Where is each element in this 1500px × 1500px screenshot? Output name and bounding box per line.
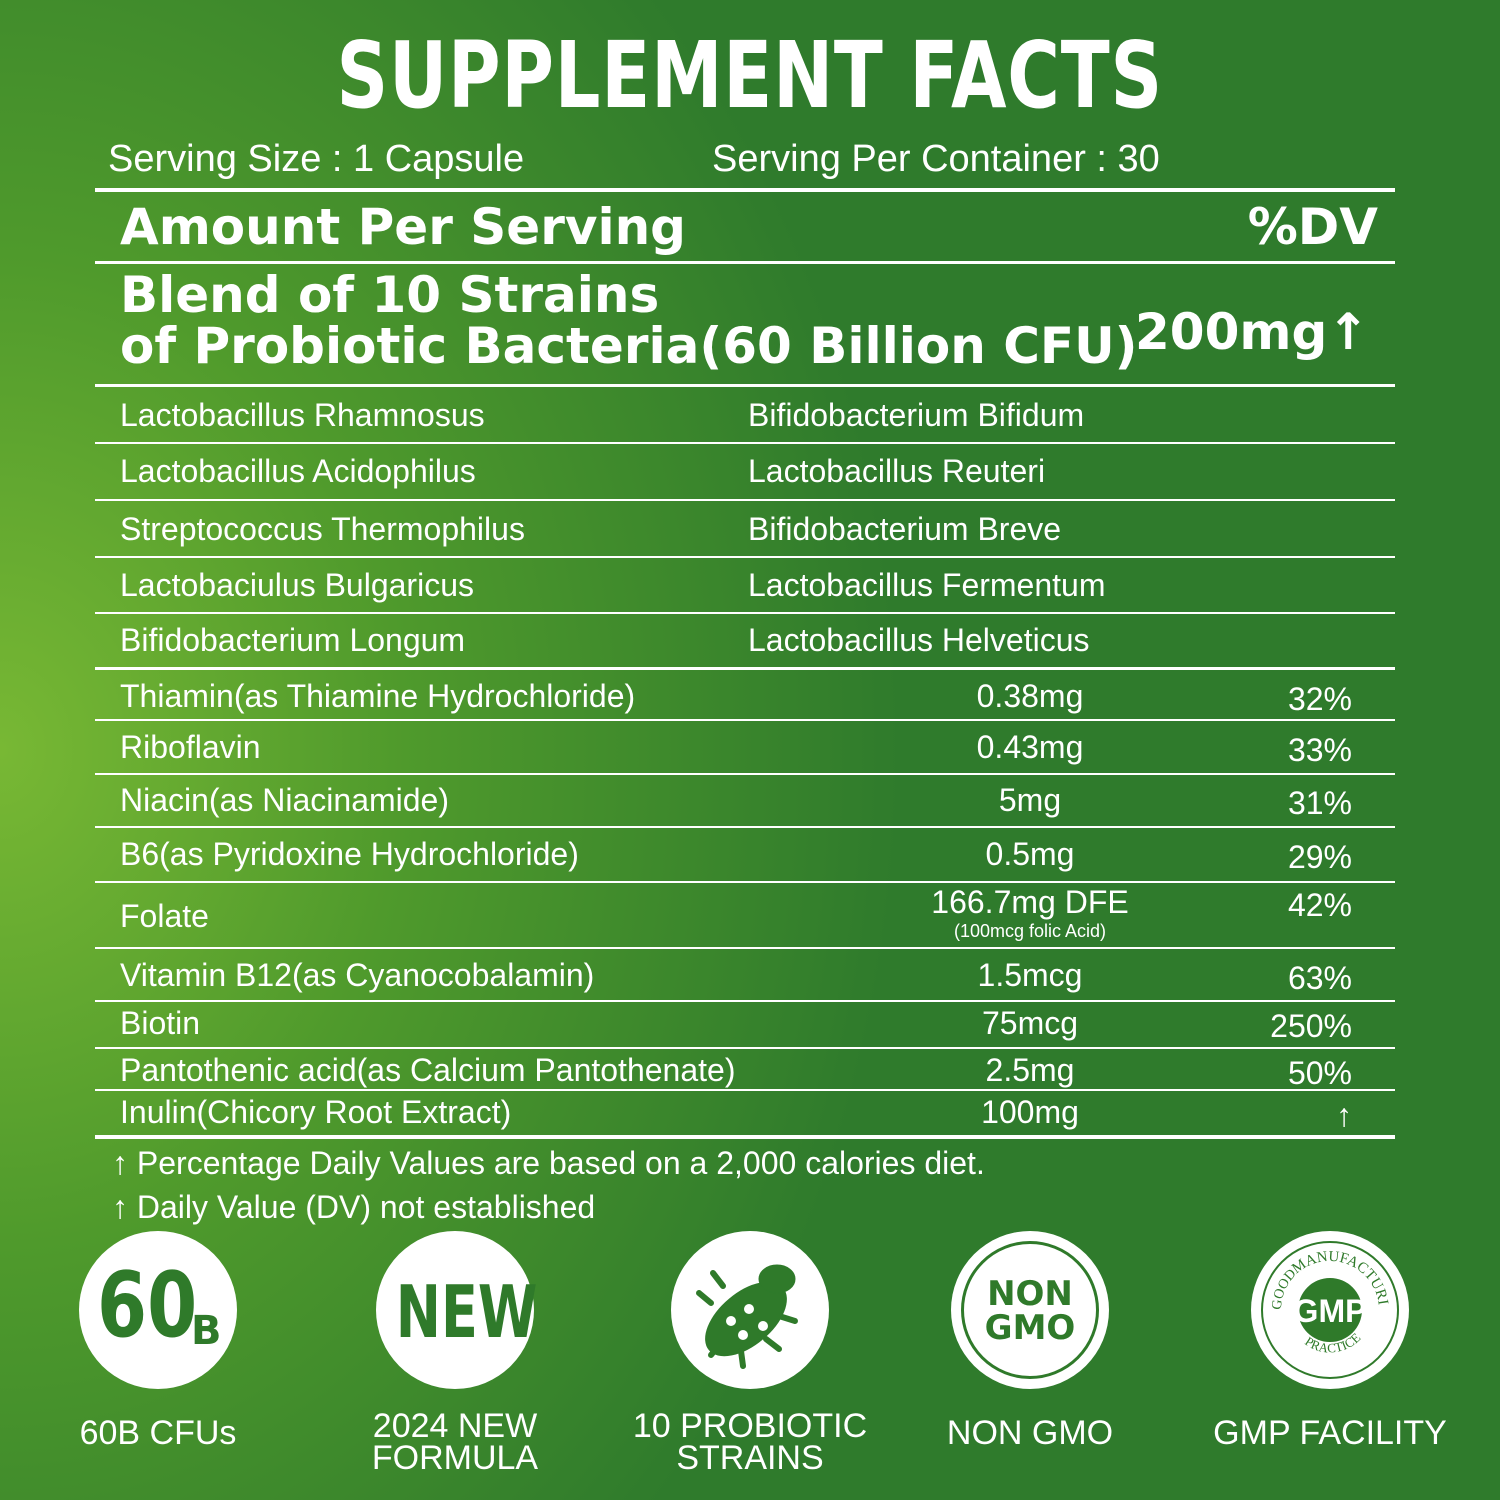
strain-name: Lactobacillus Acidophilus bbox=[120, 453, 476, 489]
gmp-seal: GOODMANUFACTURINGPRACTICEGMP bbox=[1246, 1219, 1399, 1379]
nutrient-amount: 1.5mcg bbox=[977, 957, 1083, 993]
badge-label: NON GMO bbox=[946, 1414, 1114, 1452]
servings-per-container: Serving Per Container : 30 bbox=[712, 138, 1160, 180]
badge-icon-text: GMP bbox=[1294, 1293, 1367, 1329]
footnote: ↑ Percentage Daily Values are based on a… bbox=[112, 1145, 985, 1181]
rule bbox=[95, 384, 1395, 387]
rule bbox=[95, 881, 1395, 883]
strain-name: Lactobacillus Fermentum bbox=[748, 567, 1106, 603]
strain-name: Lactobacillus Rhamnosus bbox=[120, 397, 485, 433]
rule bbox=[95, 826, 1395, 828]
badge-icon-text: NEW bbox=[395, 1270, 538, 1354]
rule bbox=[95, 773, 1395, 775]
nutrient-name: Biotin bbox=[120, 1005, 201, 1041]
rule bbox=[95, 188, 1395, 192]
badge-circle: GOODMANUFACTURINGPRACTICEGMP bbox=[1246, 1219, 1409, 1389]
strain-name: Lactobacillus Reuteri bbox=[748, 453, 1046, 489]
badge-label: GMP FACILITY bbox=[1213, 1414, 1447, 1452]
nutrient-dv: 29% bbox=[1287, 839, 1352, 875]
rule bbox=[95, 667, 1395, 670]
footnote: ↑ Daily Value (DV) not established bbox=[112, 1189, 596, 1225]
rule bbox=[95, 719, 1395, 721]
rule bbox=[95, 947, 1395, 949]
nutrient-name: Inulin(Chicory Root Extract) bbox=[120, 1094, 512, 1130]
rule bbox=[95, 612, 1395, 614]
badge-icon-text: 60 bbox=[97, 1253, 198, 1358]
rule bbox=[95, 1135, 1395, 1139]
badge-circle: NON GMO bbox=[951, 1231, 1109, 1389]
nutrient-amount: 75mcg bbox=[981, 1005, 1079, 1041]
badge-circle: 60 B bbox=[79, 1231, 237, 1389]
rule bbox=[95, 442, 1395, 444]
rule bbox=[95, 499, 1395, 501]
nutrient-dv: 63% bbox=[1287, 960, 1352, 996]
bacteria-icon bbox=[696, 1264, 798, 1369]
nutrient-name: Vitamin B12(as Cyanocobalamin) bbox=[120, 957, 595, 993]
badge-label: 60B CFUs bbox=[79, 1414, 237, 1452]
nutrient-amount: 5mg bbox=[998, 782, 1062, 818]
nutrient-note: (100mcg folic Acid) bbox=[953, 921, 1107, 941]
badge-label: 10 PROBIOTIC STRAINS bbox=[632, 1407, 868, 1477]
badge-label: 2024 NEW FORMULA bbox=[371, 1407, 539, 1477]
nutrient-amount: 0.43mg bbox=[976, 729, 1084, 765]
dv-header: %DV bbox=[1247, 198, 1378, 256]
rule bbox=[95, 1047, 1395, 1049]
nutrient-name: Riboflavin bbox=[120, 729, 261, 765]
nutrient-name: Pantothenic acid(as Calcium Pantothenate… bbox=[120, 1052, 736, 1088]
strain-name: Bifidobacterium Breve bbox=[748, 511, 1062, 547]
nutrient-name: Folate bbox=[120, 898, 209, 934]
badge-circle bbox=[671, 1231, 829, 1389]
nutrient-dv: 250% bbox=[1270, 1008, 1352, 1044]
strain-name: Bifidobacterium Bifidum bbox=[748, 397, 1085, 433]
title-text: SUPPLEMENT FACTS bbox=[336, 22, 1164, 129]
badge-ring bbox=[961, 1241, 1099, 1379]
nutrient-amount: 166.7mg DFE bbox=[931, 884, 1129, 920]
strain-name: Streptococcus Thermophilus bbox=[120, 511, 525, 547]
nutrient-name: Thiamin(as Thiamine Hydrochloride) bbox=[120, 678, 636, 714]
rule bbox=[95, 556, 1395, 558]
blend-name: Blend of 10 Strains bbox=[120, 266, 660, 324]
nutrient-dv: 33% bbox=[1287, 732, 1352, 768]
nutrient-dv: 50% bbox=[1287, 1055, 1352, 1091]
nutrient-dv: 31% bbox=[1287, 785, 1352, 821]
blend-amount: 200mg↑ bbox=[1135, 303, 1370, 361]
blend-name: of Probiotic Bacteria(60 Billion CFU) bbox=[120, 317, 1138, 375]
strain-name: Lactobacillus Helveticus bbox=[748, 622, 1090, 658]
nutrient-amount: 2.5mg bbox=[985, 1052, 1075, 1088]
rule bbox=[95, 1089, 1395, 1091]
nutrient-amount: 0.5mg bbox=[985, 836, 1075, 872]
title: SUPPLEMENT FACTS bbox=[0, 30, 1500, 122]
badge-circle: NEW bbox=[376, 1231, 538, 1389]
nutrient-dv: ↑ bbox=[1336, 1097, 1352, 1133]
rule bbox=[95, 261, 1395, 264]
nutrient-dv: 42% bbox=[1287, 887, 1352, 923]
nutrient-dv: 32% bbox=[1287, 681, 1352, 717]
badge-icon-text: GMO bbox=[984, 1308, 1076, 1348]
strain-name: Bifidobacterium Longum bbox=[120, 622, 466, 658]
rule bbox=[95, 1000, 1395, 1002]
nutrient-amount: 100mg bbox=[981, 1094, 1079, 1130]
amount-header: Amount Per Serving bbox=[120, 198, 686, 256]
serving-size: Serving Size : 1 Capsule bbox=[108, 138, 525, 180]
badge-icon-text: NON bbox=[987, 1274, 1073, 1314]
nutrient-amount: 0.38mg bbox=[976, 678, 1084, 714]
badge-icon-text: B bbox=[191, 1308, 222, 1354]
strain-name: Lactobaciulus Bulgaricus bbox=[120, 567, 474, 603]
nutrient-name: Niacin(as Niacinamide) bbox=[120, 782, 449, 818]
nutrient-name: B6(as Pyridoxine Hydrochloride) bbox=[120, 836, 579, 872]
